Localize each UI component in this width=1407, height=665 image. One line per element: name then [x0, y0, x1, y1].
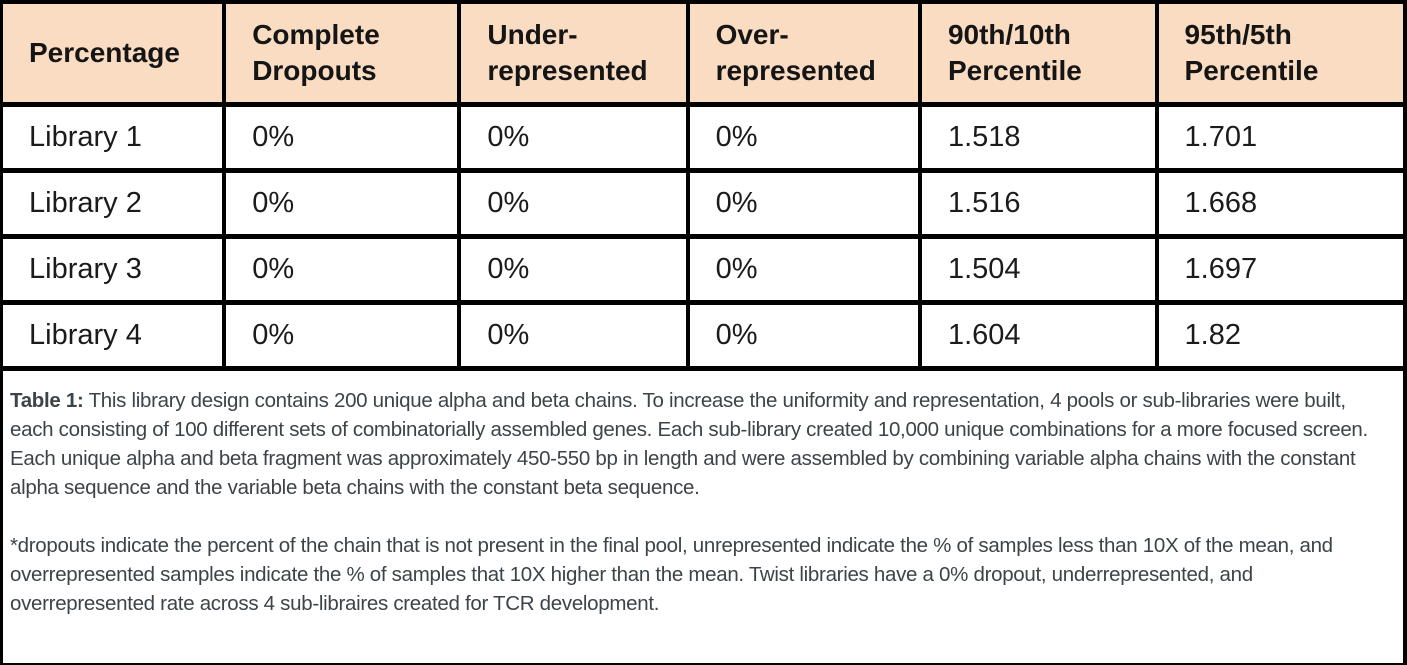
- table-header-row: Percentage Complete Dropouts Under- repr…: [3, 2, 1403, 107]
- cell-under-represented: 0%: [459, 236, 690, 305]
- cell-under-represented: 0%: [459, 104, 690, 173]
- header-cell-percentage: Percentage: [3, 2, 227, 107]
- caption-footnote: *dropouts indicate the percent of the ch…: [10, 534, 1333, 615]
- cell-under-represented: 0%: [459, 302, 690, 371]
- cell-complete-dropouts: 0%: [224, 104, 462, 173]
- header-cell-complete-dropouts: Complete Dropouts: [224, 2, 462, 107]
- cell-library-name: Library 4: [3, 302, 227, 371]
- cell-90th-10th-percentile: 1.604: [919, 302, 1159, 371]
- caption-paragraph: Table 1: This library design contains 20…: [10, 386, 1393, 502]
- table-row-library-4: Library 4 0% 0% 0% 1.604 1.82: [3, 302, 1403, 371]
- table-row-library-2: Library 2 0% 0% 0% 1.516 1.668: [3, 170, 1403, 239]
- caption-body-text: This library design contains 200 unique …: [10, 389, 1368, 499]
- cell-95th-5th-percentile: 1.697: [1156, 236, 1403, 305]
- cell-over-represented: 0%: [687, 170, 922, 239]
- cell-library-name: Library 1: [3, 104, 227, 173]
- header-cell-over-represented: Over- represented: [687, 2, 922, 107]
- cell-95th-5th-percentile: 1.668: [1156, 170, 1403, 239]
- header-cell-90th-10th-percentile: 90th/10th Percentile: [919, 2, 1159, 107]
- cell-complete-dropouts: 0%: [224, 236, 462, 305]
- cell-over-represented: 0%: [687, 302, 922, 371]
- cell-90th-10th-percentile: 1.516: [919, 170, 1159, 239]
- cell-over-represented: 0%: [687, 236, 922, 305]
- header-cell-under-represented: Under- represented: [459, 2, 690, 107]
- cell-library-name: Library 3: [3, 236, 227, 305]
- cell-90th-10th-percentile: 1.504: [919, 236, 1159, 305]
- cell-95th-5th-percentile: 1.701: [1156, 104, 1403, 173]
- table-row-library-1: Library 1 0% 0% 0% 1.518 1.701: [3, 104, 1403, 173]
- cell-95th-5th-percentile: 1.82: [1156, 302, 1403, 371]
- cell-under-represented: 0%: [459, 170, 690, 239]
- cell-over-represented: 0%: [687, 104, 922, 173]
- cell-complete-dropouts: 0%: [224, 170, 462, 239]
- cell-90th-10th-percentile: 1.518: [919, 104, 1159, 173]
- header-cell-95th-5th-percentile: 95th/5th Percentile: [1156, 2, 1403, 107]
- table-caption: Table 1: This library design contains 20…: [3, 371, 1403, 618]
- table-row-library-3: Library 3 0% 0% 0% 1.504 1.697: [3, 236, 1403, 305]
- cell-complete-dropouts: 0%: [224, 302, 462, 371]
- cell-library-name: Library 2: [3, 170, 227, 239]
- results-table: Percentage Complete Dropouts Under- repr…: [3, 0, 1403, 371]
- caption-label: Table 1:: [10, 389, 84, 412]
